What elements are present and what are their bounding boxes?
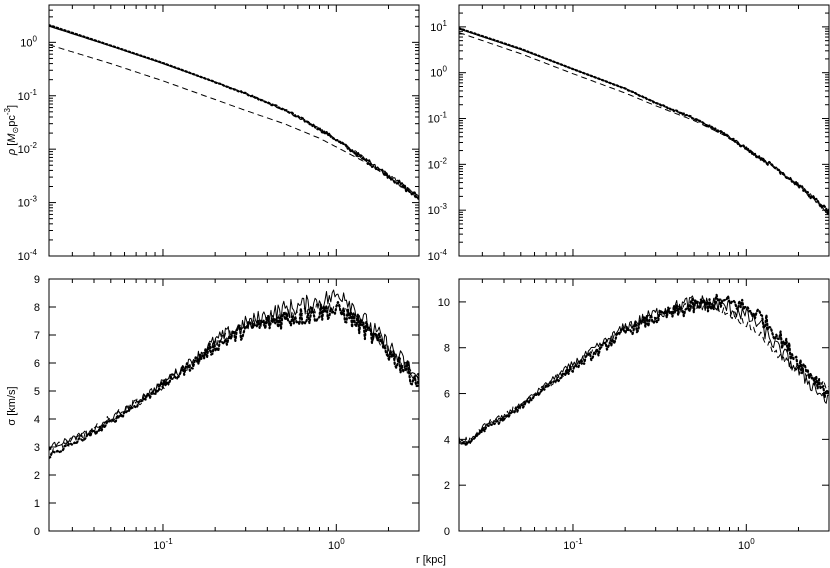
x-tick-label: 100 <box>328 537 345 552</box>
y-axis-title-dispersion: σ [km/s] <box>6 386 18 425</box>
y-tick-label: 4 <box>444 434 450 446</box>
y-tick-label: 6 <box>444 389 450 401</box>
ylabel-exp: -3 <box>3 107 12 115</box>
ylabel-m: M <box>6 133 18 143</box>
panel-density-left: 100 10-1 10-2 10-3 10-4 <box>18 4 420 263</box>
series-line-dotted <box>49 24 419 202</box>
y-tick-label: 6 <box>34 358 40 370</box>
x-tick-label: 10-1 <box>153 537 173 552</box>
ylabel-open: [ <box>6 143 18 149</box>
plot-frame <box>48 278 420 532</box>
y-tick-label: 0 <box>34 526 40 538</box>
y-tick-label: 10-2 <box>428 156 448 171</box>
y-tick-label: 10-4 <box>428 248 448 263</box>
y-tick-label: 8 <box>444 343 450 355</box>
series-line-dotted <box>459 27 829 215</box>
y-axis-title-density: ρ [M⊙pc-3] <box>3 105 20 156</box>
y-tick-label: 10 <box>438 297 450 309</box>
y-tick-label: 101 <box>430 19 447 34</box>
panel-dispersion-left: 10-1 100 0 1 2 3 4 5 6 7 8 9 <box>34 274 420 552</box>
panel-dispersion-right: 10-1 100 0 2 4 6 8 10 <box>438 278 830 552</box>
y-tick-label: 5 <box>34 386 40 398</box>
y-tick-label: 2 <box>34 470 40 482</box>
y-tick-label: 9 <box>34 274 40 286</box>
ylabel-sun: ⊙ <box>11 127 20 134</box>
plot-frame <box>458 4 830 257</box>
series-line-dashed <box>49 44 419 199</box>
y-tick-label: 10-1 <box>428 111 448 126</box>
y-tick-label: 10-4 <box>18 248 38 263</box>
series-line-dotted <box>49 301 419 460</box>
panel-density-right: 101 100 10-1 10-2 10-3 10-4 <box>428 4 830 263</box>
y-tick-label: 100 <box>20 34 37 49</box>
y-tick-label: 1 <box>34 498 40 510</box>
series-line-dashed <box>459 300 829 445</box>
y-tick-label: 3 <box>34 442 40 454</box>
y-tick-label: 2 <box>444 480 450 492</box>
y-tick-label: 10-2 <box>18 141 38 156</box>
series-line-dashed <box>459 32 829 213</box>
y-tick-label: 10-3 <box>18 195 38 210</box>
x-axis-title: r [kpc] <box>416 554 446 566</box>
y-tick-label: 10-1 <box>18 88 38 103</box>
y-tick-label: 10-3 <box>428 202 448 217</box>
plot-frame <box>48 4 420 257</box>
y-tick-label: 7 <box>34 330 40 342</box>
plot-frame <box>458 278 830 532</box>
x-tick-label: 10-1 <box>563 537 583 552</box>
ylabel-close: ] <box>6 105 18 108</box>
x-tick-label: 100 <box>738 537 755 552</box>
y-tick-label: 100 <box>430 65 447 80</box>
y-tick-label: 0 <box>444 526 450 538</box>
y-tick-label: 4 <box>34 414 40 426</box>
ylabel-pc: pc <box>6 115 18 127</box>
y-tick-label: 8 <box>34 302 40 314</box>
ylabel-rho: ρ <box>6 149 18 156</box>
